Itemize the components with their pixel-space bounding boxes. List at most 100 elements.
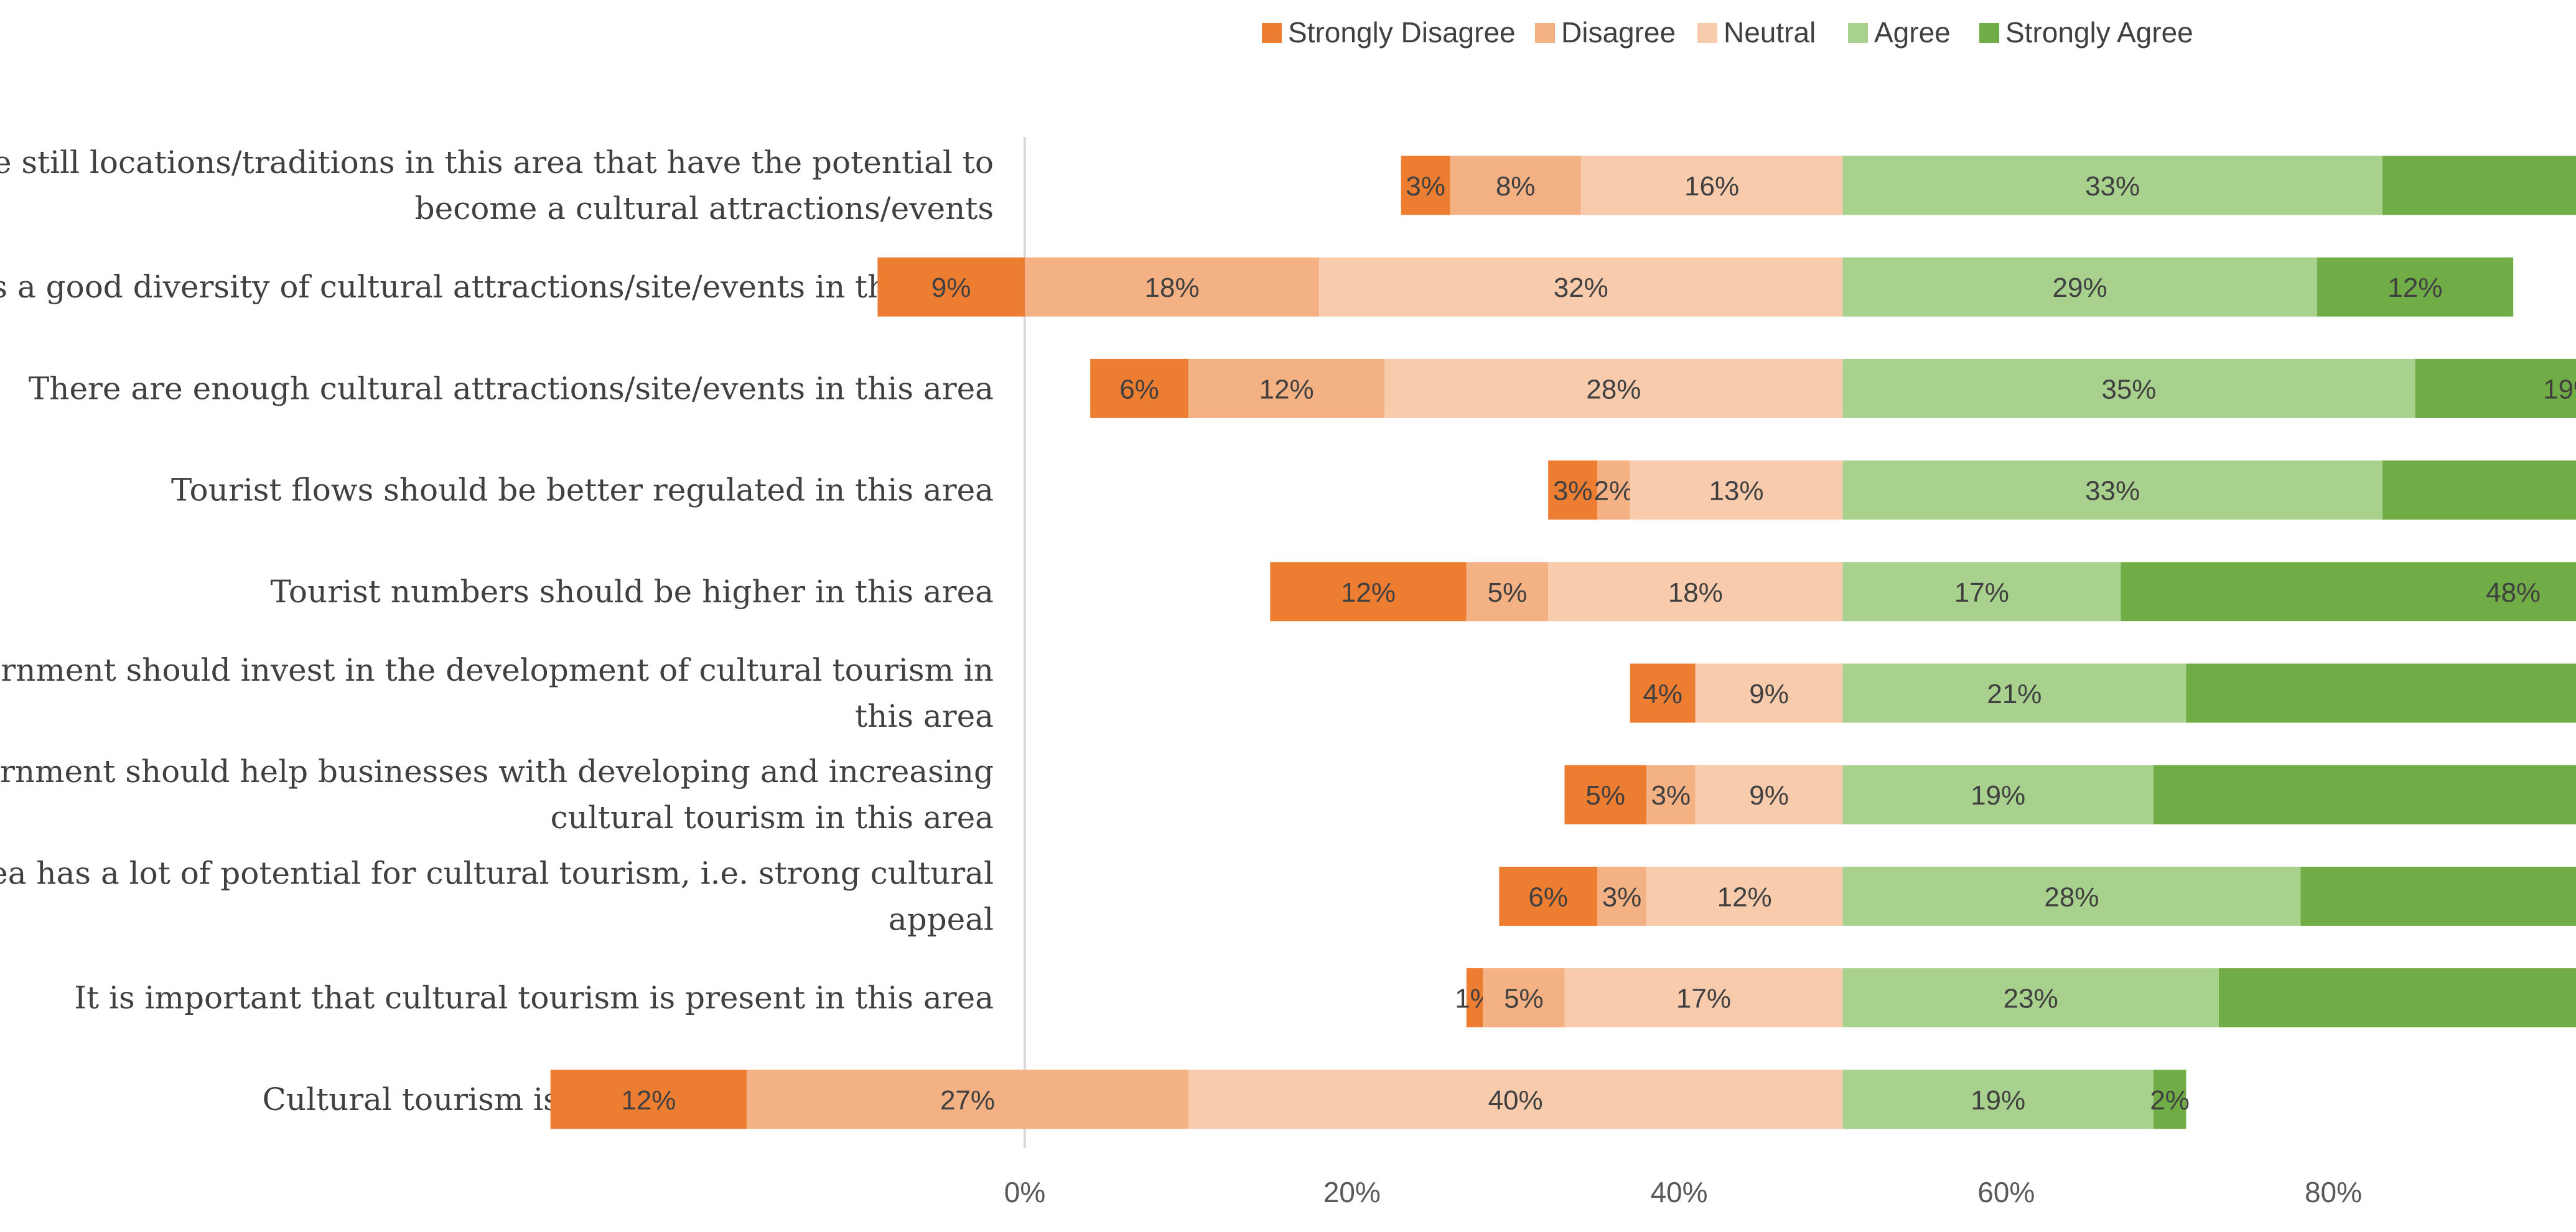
data-label: 8% bbox=[1496, 171, 1536, 202]
data-label: 13% bbox=[1709, 476, 1763, 506]
data-label: 3% bbox=[1651, 780, 1691, 811]
bar-segment-neutral bbox=[1564, 968, 1843, 1028]
category-label: This area has a lot of potential for cul… bbox=[0, 855, 994, 937]
data-label: 18% bbox=[1145, 273, 1200, 303]
bar-segment-agree bbox=[1842, 460, 2382, 520]
data-label: 9% bbox=[931, 273, 971, 303]
bar-segment-strongly-agree bbox=[2186, 663, 2576, 723]
bar-row: 1%5%17%23%54% bbox=[1455, 968, 2576, 1028]
bar-segment-strongly-disagree bbox=[1548, 460, 1598, 520]
bar-row: 6%3%12%28%51% bbox=[1499, 866, 2576, 926]
bars: 3% 8% 16% 33% 40% 9% 18% 32% 29% 12% 6% 12% 28% 35% 19… bbox=[550, 156, 2576, 1129]
bar-segment-neutral bbox=[1384, 358, 1843, 418]
category-label: Government should invest in the developm… bbox=[0, 652, 994, 734]
bar-segment-strongly-disagree bbox=[1401, 156, 1450, 215]
bar-segment-agree bbox=[1842, 968, 2219, 1028]
bar-segment-disagree bbox=[1646, 765, 1696, 824]
bar-segment-strongly-agree bbox=[2121, 562, 2576, 622]
bar-segment-neutral bbox=[1580, 156, 1843, 215]
x-axis-ticks: 0% 20% 40% 60% 80% bbox=[1004, 1176, 2362, 1208]
data-label: 3% bbox=[1406, 171, 1445, 202]
legend-label: Disagree bbox=[1561, 16, 1676, 49]
data-label: 12% bbox=[1341, 577, 1396, 608]
category-labels: There are still locations/traditions in … bbox=[0, 144, 994, 1118]
data-label: 28% bbox=[1586, 374, 1641, 404]
bar-row: 12% 5% 18% 17% 48% bbox=[1270, 562, 2576, 622]
category-label: Tourist flows should be better regulated… bbox=[171, 472, 994, 508]
category-label-line: Government should help businesses with d… bbox=[0, 754, 994, 790]
data-label: 17% bbox=[1676, 984, 1731, 1014]
bar-segment-disagree bbox=[1466, 562, 1549, 622]
legend-label: Neutral bbox=[1724, 16, 1816, 49]
bar-segment-neutral bbox=[1646, 866, 1843, 926]
legend-label: Strongly Agree bbox=[2005, 16, 2193, 49]
legend-item-strongly-disagree: Strongly Disagree bbox=[1262, 16, 1516, 49]
x-tick-label: 0% bbox=[1004, 1176, 1045, 1208]
bar-segment-disagree bbox=[1483, 968, 1565, 1028]
category-label-line: become a cultural attractions/events bbox=[415, 190, 994, 226]
data-label: 5% bbox=[1585, 780, 1625, 811]
x-tick-label: 80% bbox=[2305, 1176, 2362, 1208]
category-label-line: this area bbox=[855, 698, 994, 734]
bar-segment-strongly-agree bbox=[2317, 257, 2514, 317]
data-label: 33% bbox=[2085, 476, 2140, 506]
data-label: 6% bbox=[1119, 374, 1159, 404]
bar-row: 3%8%16%33%40% bbox=[1401, 156, 2576, 215]
legend-swatch bbox=[1979, 23, 1999, 43]
bar-segment-disagree bbox=[1188, 358, 1385, 418]
legend-item-neutral: Neutral bbox=[1697, 16, 1816, 49]
data-label: 6% bbox=[1528, 882, 1568, 912]
category-label-line: cultural tourism in this area bbox=[551, 800, 994, 836]
category-label: There are still locations/traditions in … bbox=[0, 144, 994, 226]
data-label: 3% bbox=[1602, 882, 1642, 912]
category-label-line: There are still locations/traditions in … bbox=[0, 144, 994, 180]
bar-segment-disagree bbox=[1450, 156, 1581, 215]
bar-segment-neutral bbox=[1188, 1070, 1843, 1129]
data-label: 2% bbox=[2150, 1085, 2190, 1116]
bar-segment-agree bbox=[1842, 156, 2382, 215]
data-label: 9% bbox=[1749, 780, 1789, 811]
legend-swatch bbox=[1848, 23, 1868, 43]
bar-segment-agree bbox=[1842, 765, 2154, 824]
category-label-line: Tourist flows should be better regulated… bbox=[171, 472, 994, 508]
bar-segment-strongly-disagree bbox=[1270, 562, 1467, 622]
bar-segment-strongly-disagree bbox=[1630, 663, 1696, 723]
data-label: 19% bbox=[1971, 1085, 2025, 1116]
data-label: 4% bbox=[1643, 679, 1682, 709]
data-label: 9% bbox=[1749, 679, 1789, 709]
bar-segment-strongly-agree bbox=[2415, 358, 2576, 418]
bar-segment-agree bbox=[1842, 562, 2121, 622]
bar-segment-disagree bbox=[747, 1070, 1188, 1129]
bar-segment-strongly-disagree bbox=[1466, 968, 1483, 1028]
data-label: 12% bbox=[1717, 882, 1772, 912]
legend-item-agree: Agree bbox=[1848, 16, 1951, 49]
bar-segment-agree bbox=[1842, 358, 2415, 418]
data-label: 12% bbox=[2387, 273, 2442, 303]
category-label: It is important that cultural tourism is… bbox=[74, 980, 994, 1016]
bar-segment-disagree bbox=[1597, 866, 1646, 926]
legend-swatch bbox=[1697, 23, 1717, 43]
bar-segment-agree bbox=[1842, 866, 2301, 926]
bar-row: 5%3%9%19%64% bbox=[1564, 765, 2576, 824]
bar-segment-strongly-agree bbox=[2300, 866, 2576, 926]
bar-row: 9% 18% 32% 29% 12% bbox=[877, 257, 2514, 317]
category-label-line: This area has a lot of potential for cul… bbox=[0, 855, 994, 891]
bar-row: 3%2%13%33%49% bbox=[1548, 460, 2576, 520]
legend-label: Agree bbox=[1874, 16, 1951, 49]
legend-item-disagree: Disagree bbox=[1535, 16, 1676, 49]
data-label: 28% bbox=[2044, 882, 2099, 912]
bar-segment-strongly-agree bbox=[2218, 968, 2576, 1028]
data-label: 16% bbox=[1684, 171, 1739, 202]
category-label-line: There are enough cultural attractions/si… bbox=[29, 370, 994, 406]
data-label: 5% bbox=[1504, 984, 1544, 1014]
bar-row: 12% 27% 40% 19% 2% bbox=[550, 1070, 2190, 1129]
bar-segment-disagree bbox=[1597, 460, 1630, 520]
data-label: 21% bbox=[1987, 679, 2042, 709]
legend-swatch bbox=[1262, 23, 1282, 43]
bar-row: 6% 12% 28% 35% 19% bbox=[1090, 358, 2576, 418]
legend-swatch bbox=[1535, 23, 1555, 43]
x-tick-label: 20% bbox=[1323, 1176, 1381, 1208]
data-label: 35% bbox=[2101, 374, 2156, 404]
category-label-line: There is a good diversity of cultural at… bbox=[0, 269, 994, 305]
